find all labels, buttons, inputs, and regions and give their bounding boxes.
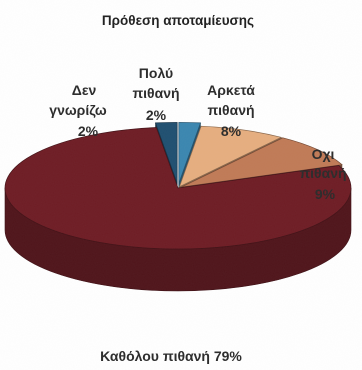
label-arketa-pithani-line1: Αρκετά xyxy=(207,82,255,98)
label-den-gnorizo-value: 2% xyxy=(78,123,99,139)
label-poly-pithani-line1: Πολύ xyxy=(139,65,173,81)
label-den-gnorizo-line1: Δεν xyxy=(72,82,97,98)
label-arketa-pithani-value: 8% xyxy=(221,123,242,139)
label-oxi-pithani-value: 9% xyxy=(315,186,336,202)
label-oxi-pithani-line1: Οχι xyxy=(312,146,335,162)
chart-title: Πρόθεση αποταμίευσης xyxy=(102,13,254,28)
label-den-gnorizo-line2: γνωρίζω xyxy=(49,102,107,118)
label-poly-pithani-line2: πιθανή xyxy=(132,85,179,101)
label-oxi-pithani-line2: πιθανή xyxy=(299,165,346,181)
label-poly-pithani-value: 2% xyxy=(146,107,167,123)
label-arketa-pithani-line2: πιθανή xyxy=(207,102,254,118)
label-katholou-pithani: Καθόλου πιθανή 79% xyxy=(100,348,242,364)
